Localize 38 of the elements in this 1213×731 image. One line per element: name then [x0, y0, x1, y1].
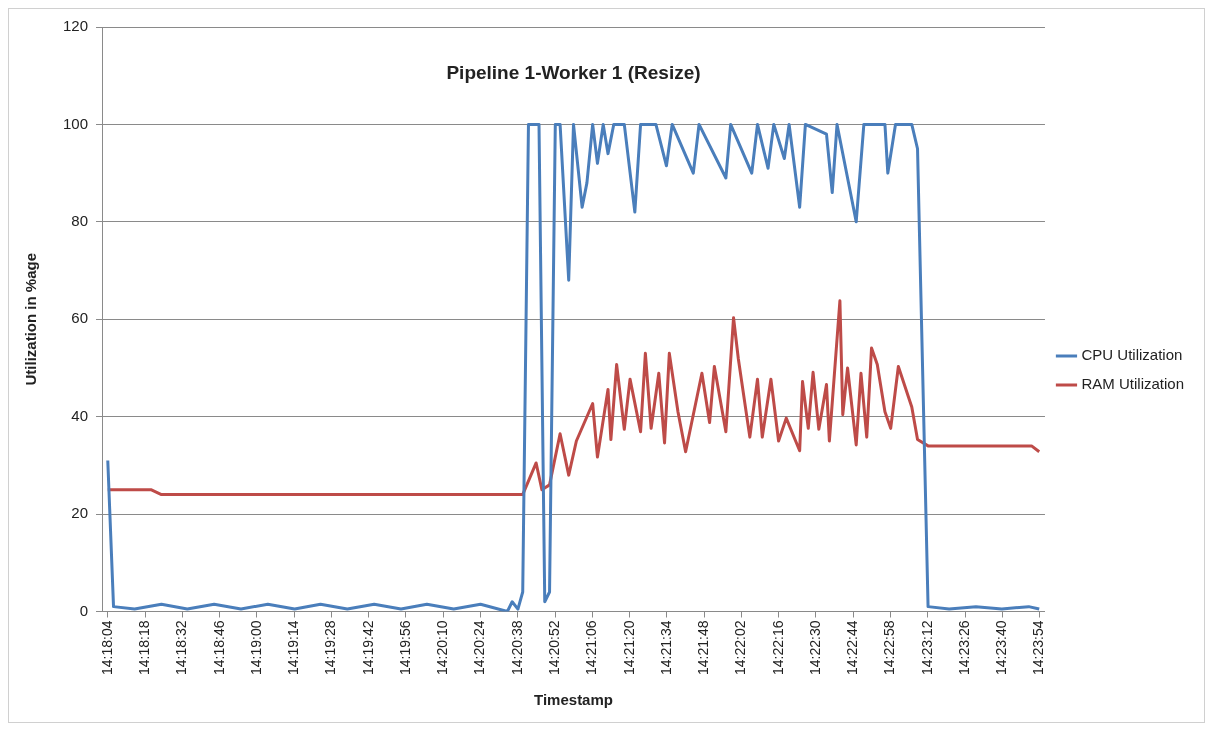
- x-tick-label: 14:18:46: [210, 620, 227, 675]
- x-tick-label: 14:18:04: [98, 620, 115, 675]
- x-tick-label: 14:22:44: [844, 620, 861, 675]
- x-tick-label: 14:19:00: [247, 620, 264, 675]
- x-tick-label: 14:21:34: [657, 620, 674, 675]
- y-tick-label: 120: [63, 17, 89, 35]
- x-tick-label: 14:19:28: [322, 620, 339, 675]
- text: Pipeline 1-Worker 1 (Resize): [446, 62, 701, 84]
- x-tick-label: 14:23:12: [918, 620, 935, 675]
- x-tick-label: 14:23:40: [993, 620, 1010, 675]
- x-tick-label: 14:23:26: [955, 620, 972, 675]
- x-tick-label: 14:19:14: [285, 620, 302, 675]
- y-tick-label: 40: [71, 406, 89, 424]
- y-axis-title: Utilization in %age: [22, 252, 40, 386]
- legend-label: RAM Utilization: [1081, 375, 1185, 393]
- x-tick-label: 14:21:20: [620, 620, 637, 675]
- y-tick-label: 100: [63, 114, 89, 132]
- x-tick-label: 14:22:16: [769, 620, 786, 675]
- x-tick-label: 14:20:52: [545, 620, 562, 675]
- y-tick-label: 20: [71, 504, 89, 522]
- x-tick-label: 14:22:58: [881, 620, 898, 675]
- y-tick-label: 80: [71, 211, 89, 229]
- x-tick-label: 14:22:30: [806, 620, 823, 675]
- x-axis-title: Timestamp: [534, 691, 613, 709]
- x-tick-label: 14:21:48: [694, 620, 711, 675]
- x-tick-label: 14:19:42: [359, 620, 376, 675]
- x-tick-label: 14:20:38: [508, 620, 525, 675]
- x-tick-label: 14:19:56: [396, 620, 413, 675]
- y-tick-label: 60: [71, 309, 89, 327]
- x-tick-label: 14:22:02: [732, 620, 749, 675]
- x-tick-label: 14:21:06: [583, 620, 600, 675]
- legend-label: CPU Utilization: [1081, 346, 1183, 364]
- x-tick-label: 14:23:54: [1030, 620, 1047, 675]
- x-tick-label: 14:20:24: [471, 620, 488, 675]
- x-tick-label: 14:18:18: [136, 620, 153, 675]
- y-tick-label: 0: [79, 601, 89, 619]
- x-tick-label: 14:20:10: [434, 620, 451, 675]
- x-tick-label: 14:18:32: [173, 620, 190, 675]
